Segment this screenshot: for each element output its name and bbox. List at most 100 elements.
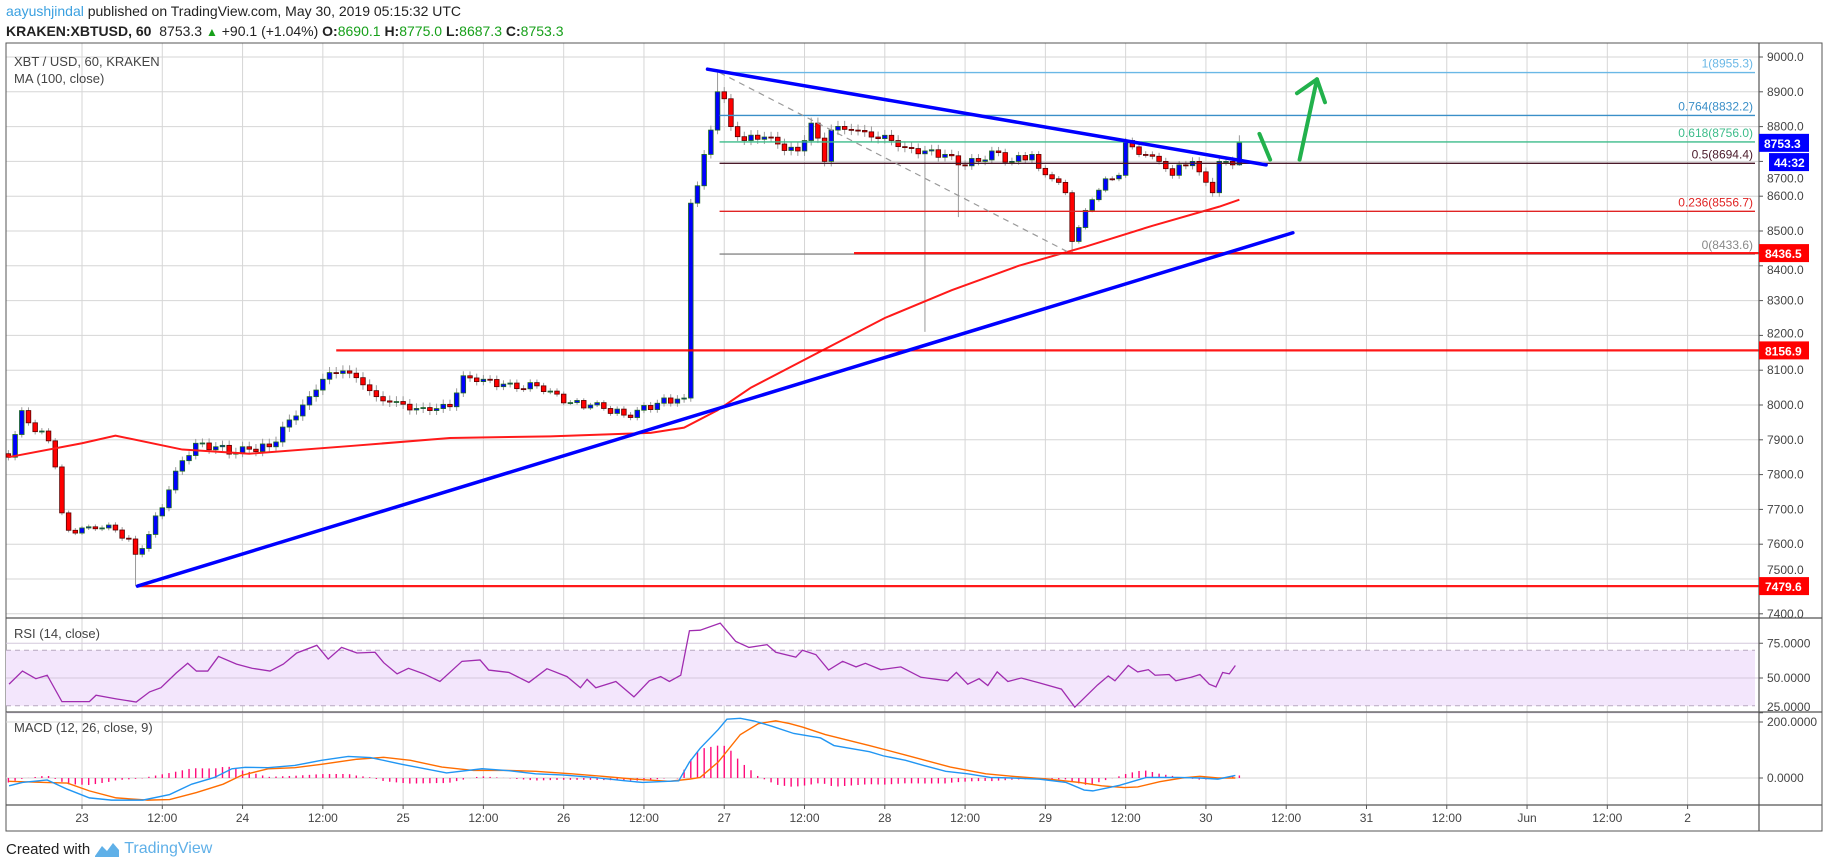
price-tag-box [1769,153,1809,172]
candle-body [641,405,647,411]
candle [1122,137,1129,178]
candle [474,373,480,386]
candle-body [1029,154,1035,161]
candle [460,371,467,397]
candle-body [560,393,567,404]
candle-body [219,444,226,448]
candle [246,441,252,454]
candle [273,436,279,452]
candle-body [460,375,467,394]
candle [119,527,125,541]
rsi-axis-label: 75.0000 [1767,636,1811,650]
candle-body [701,154,707,187]
candle-body [85,526,92,529]
author-link[interactable]: aayushjindal [6,3,84,19]
candle-body [112,524,119,531]
candle [955,151,962,218]
price-axis-label: 8100.0 [1767,363,1804,377]
candle [775,131,781,149]
price-tag-label: 8436.5 [1765,247,1802,261]
candle [915,143,921,159]
candle-body [922,150,928,155]
candle [1149,151,1156,160]
candle [801,135,808,156]
candle-body [949,154,955,157]
time-label: 12:00 [147,811,177,825]
candle-body [594,402,600,406]
price-axis-label: 8500.0 [1767,224,1804,238]
candle-body [540,385,547,392]
candle [721,87,727,103]
candle-body [494,379,500,388]
candle [962,160,968,170]
price-tag-box [1759,341,1809,360]
chart-frame [5,42,1823,832]
candle-body [300,404,306,417]
candle-body [340,370,346,374]
candle [815,117,821,144]
ma-legend: MA (100, close) [14,71,104,86]
candle-body [835,126,841,131]
candle [527,379,533,392]
candle [500,380,507,391]
time-label: 12:00 [950,811,980,825]
green-pullback-stroke [1257,131,1273,162]
fib-level-label: 0.5(8694.4) [1692,147,1753,161]
candle-body [1209,181,1216,194]
candle [507,379,513,388]
candle [547,388,553,395]
candle-body [621,408,627,416]
tradingview-logo-icon [95,843,120,857]
candle-body [1163,160,1169,170]
candle [594,400,600,408]
candle-body [393,401,400,403]
candle [226,440,232,459]
candle-body [1015,155,1022,162]
price-axis-label: 8800.0 [1767,120,1804,134]
candle [868,126,875,142]
candle-body [246,446,252,450]
candle [152,512,159,538]
candle [360,372,366,390]
candle [841,120,848,135]
close-value: 8753.3 [520,23,564,39]
candle-body [520,388,527,391]
candle-body [808,122,814,141]
candle [1136,143,1142,158]
candle [728,93,734,131]
candle [888,129,895,146]
time-label: 12:00 [1111,811,1141,825]
candle [1209,177,1216,197]
candle-body [306,396,313,406]
candle-body [587,404,594,409]
candle [407,399,413,415]
candle-body [935,149,942,158]
candle-body [955,155,962,166]
candle-body [681,397,687,400]
price-tag-box [1759,244,1809,263]
candle [239,441,246,458]
candle-body [487,378,493,381]
candle [146,530,152,552]
candle-body [788,146,794,151]
candle-body [614,408,620,414]
candle-body [253,448,259,452]
candle-body [982,159,988,162]
candle-body [433,408,440,411]
candle [714,72,721,135]
candle [79,525,85,535]
candle-body [721,91,727,100]
close-label: C: [505,23,521,39]
candle-body [119,529,125,539]
candle-body [1216,160,1222,194]
candle [1109,176,1115,182]
fib-level-label: 0.618(8756.0) [1678,126,1753,140]
candle-body [1035,154,1042,169]
candle [942,149,948,162]
candle-body [279,426,286,443]
candle-body [186,455,192,462]
macd-line [8,717,1236,801]
tradingview-link[interactable]: TradingView [124,840,213,857]
candle-body [1143,154,1149,156]
